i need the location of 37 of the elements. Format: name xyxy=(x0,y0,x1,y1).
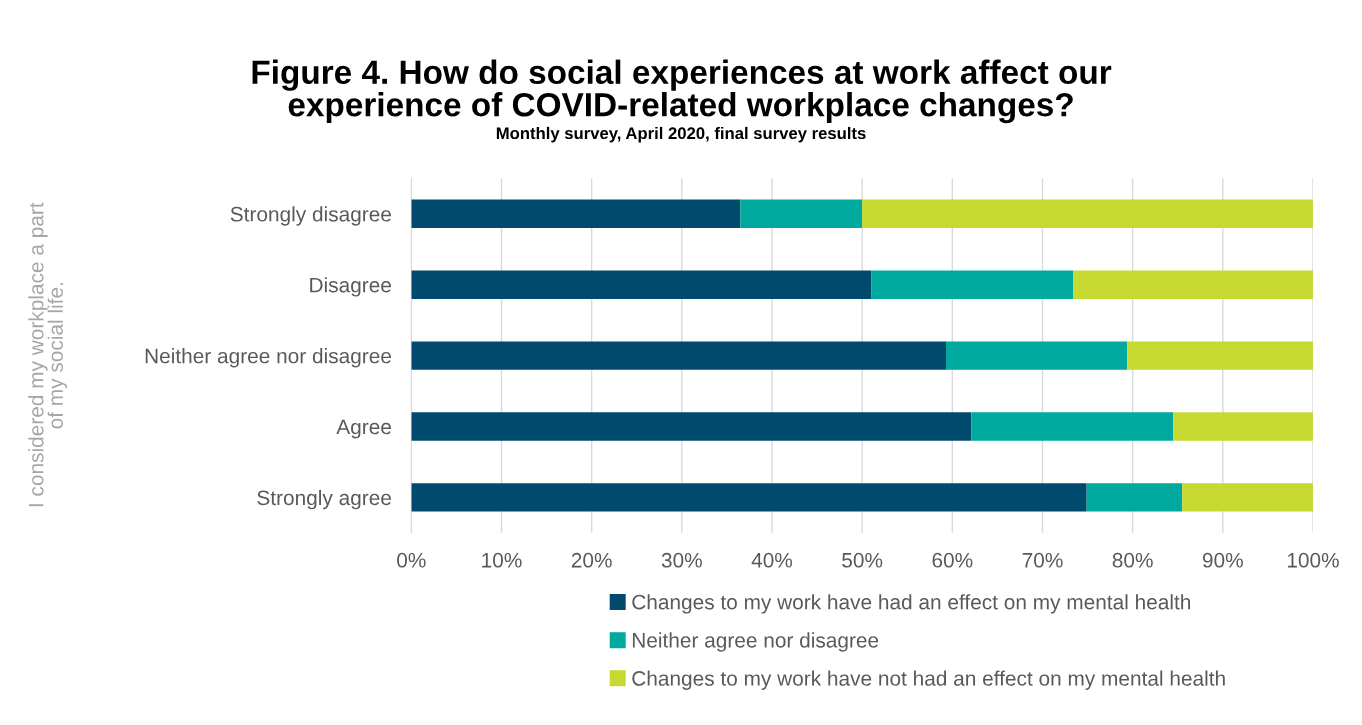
legend-label: Changes to my work have not had an effect on my mental health xyxy=(632,670,1225,690)
y-tick-label: Disagree xyxy=(310,277,391,297)
legend-label: Neither agree nor disagree xyxy=(632,632,879,652)
bar xyxy=(411,412,972,441)
y-axis-title: I considered my workplace a part of my social life. xyxy=(28,202,68,507)
legend-label: Changes to my work have had an effect on my mental health xyxy=(632,594,1191,614)
y-tick-label: Neither agree nor disagree xyxy=(145,348,391,368)
bar xyxy=(740,199,863,228)
bar xyxy=(1127,341,1313,370)
x-tick-label: 30% xyxy=(661,552,702,568)
x-tick-label: 0% xyxy=(397,552,426,568)
bar xyxy=(411,341,946,370)
bar xyxy=(971,412,1174,441)
bar xyxy=(411,270,872,299)
x-tick-label: 40% xyxy=(751,552,793,568)
x-tick-label: 70% xyxy=(1022,552,1063,568)
x-tick-label: 80% xyxy=(1112,552,1153,568)
bar xyxy=(411,199,741,228)
bar xyxy=(411,483,1087,512)
bar xyxy=(1173,412,1313,441)
x-tick-label: 10% xyxy=(482,552,522,568)
bar xyxy=(1073,270,1313,299)
x-tick-label: 20% xyxy=(571,552,612,568)
bar xyxy=(946,341,1128,370)
bar xyxy=(862,199,1313,228)
y-tick-label: Strongly agree xyxy=(257,489,391,510)
bar xyxy=(1086,483,1183,512)
x-tick-label: 50% xyxy=(842,552,883,568)
bar xyxy=(1182,483,1313,512)
y-tick-label: Agree xyxy=(336,419,391,439)
x-tick-label: 100% xyxy=(1287,552,1339,568)
y-tick-label: Strongly disagree xyxy=(230,206,391,226)
chart-subtitle: Monthly survey, April 2020, final survey results xyxy=(496,126,866,143)
x-tick-label: 60% xyxy=(932,552,973,568)
chart-title: Figure 4. How do social experiences at work affect our experience of COVID-related workplace changes? xyxy=(252,59,1112,124)
x-tick-label: 90% xyxy=(1202,552,1243,568)
bar xyxy=(871,270,1074,299)
